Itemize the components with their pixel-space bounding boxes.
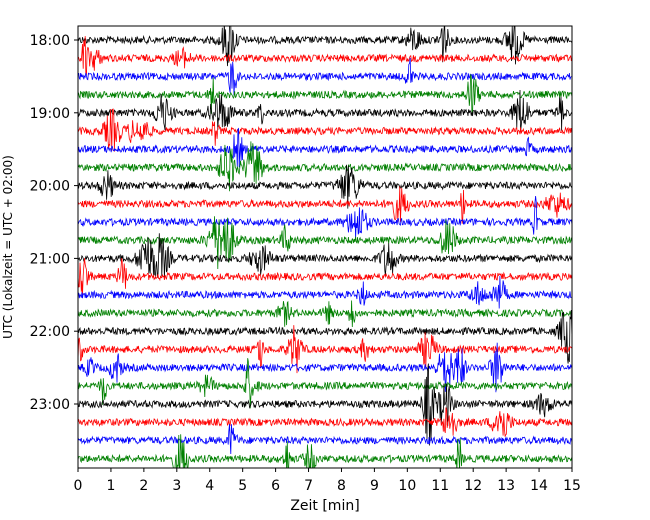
x-tick-label: 1 <box>106 478 115 494</box>
trace-line <box>78 216 572 270</box>
trace-line <box>78 358 572 409</box>
y-tick-label: 23:00 <box>30 397 70 413</box>
trace-line <box>78 89 572 131</box>
trace-line <box>78 141 572 192</box>
x-tick-label: 14 <box>530 478 548 494</box>
x-axis-ticks: 0 1 2 3 4 5 6 7 8 9 10 11 12 13 14 15 <box>74 468 581 494</box>
trace-line <box>78 164 572 209</box>
y-axis-label: UTC (Lokalzeit = UTC + 02:00) <box>1 155 15 339</box>
x-tick-label: 4 <box>205 478 214 494</box>
x-tick-label: 5 <box>238 478 247 494</box>
trace-line <box>78 74 572 115</box>
trace-line <box>78 325 572 374</box>
y-tick-label: 22:00 <box>30 324 70 340</box>
trace-line <box>78 233 572 279</box>
trace-line <box>78 275 572 309</box>
trace-line <box>78 424 572 455</box>
trace-line <box>78 342 572 393</box>
trace-line <box>78 186 572 224</box>
y-tick-label: 19:00 <box>30 106 70 122</box>
trace-group <box>78 26 572 468</box>
x-tick-label: 11 <box>431 478 449 494</box>
x-axis-label: Zeit [min] <box>290 498 359 514</box>
x-tick-label: 2 <box>139 478 148 494</box>
plot-frame <box>77 25 573 469</box>
trace-line <box>78 127 572 168</box>
y-tick-label: 21:00 <box>30 251 70 267</box>
trace-line <box>78 195 572 239</box>
x-tick-label: 9 <box>370 478 379 494</box>
y-tick-label: 20:00 <box>30 179 70 195</box>
trace-line <box>78 407 572 437</box>
x-tick-label: 15 <box>563 478 581 494</box>
x-tick-label: 10 <box>398 478 416 494</box>
trace-line <box>78 363 572 446</box>
y-axis-ticks: 18:00 19:00 20:00 21:00 22:00 23:00 <box>30 33 78 413</box>
x-tick-label: 12 <box>464 478 482 494</box>
trace-line <box>78 434 572 468</box>
trace-line <box>78 26 572 67</box>
x-tick-label: 3 <box>172 478 181 494</box>
x-tick-label: 7 <box>304 478 313 494</box>
x-tick-label: 8 <box>337 478 346 494</box>
y-tick-label: 18:00 <box>30 33 70 49</box>
trace-line <box>78 309 572 364</box>
trace-line <box>78 258 572 296</box>
trace-line <box>78 108 572 152</box>
x-tick-label: 13 <box>497 478 515 494</box>
x-tick-label: 6 <box>271 478 280 494</box>
x-tick-label: 0 <box>74 478 83 494</box>
trace-line <box>78 36 572 76</box>
trace-line <box>78 300 572 328</box>
trace-line <box>78 57 572 96</box>
